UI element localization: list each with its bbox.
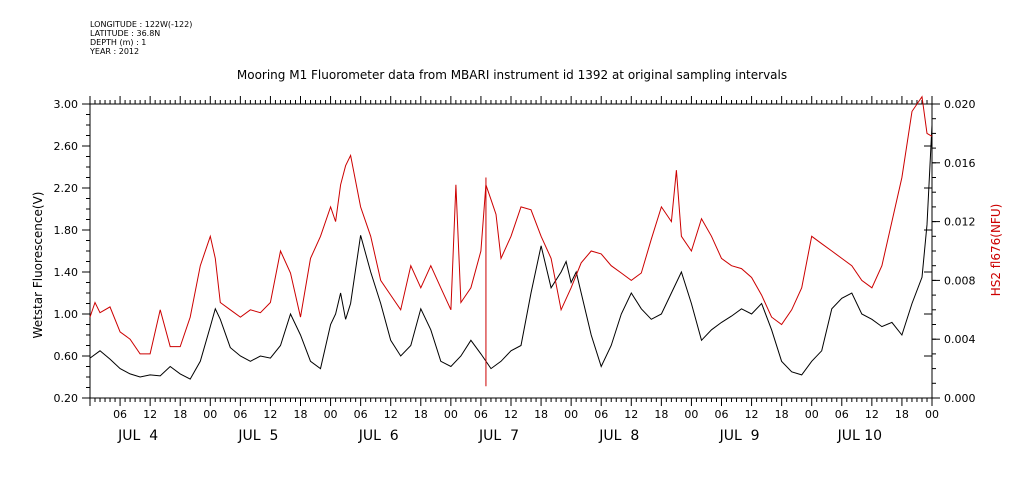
y-tick-label: 1.80 <box>54 224 79 237</box>
y2-axis-label: HS2 fl676(NFU) <box>989 204 1003 297</box>
y2-tick-label: 0.008 <box>944 274 976 287</box>
latitude-label: LATITUDE : 36.8N <box>90 29 161 38</box>
x-tick-label: 18 <box>654 408 668 421</box>
x-day-label: JUL 7 <box>478 428 519 444</box>
y2-tick-label: 0.020 <box>944 98 976 111</box>
x-tick-label: 18 <box>775 408 789 421</box>
x-tick-label: 06 <box>835 408 849 421</box>
x-tick-label: 06 <box>113 408 127 421</box>
x-day-label: JUL 4 <box>117 428 158 444</box>
x-tick-label: 00 <box>925 408 939 421</box>
x-tick-label: 18 <box>895 408 909 421</box>
chart-title: Mooring M1 Fluorometer data from MBARI i… <box>237 68 787 82</box>
x-day-label: JUL 9 <box>719 428 760 444</box>
x-tick-label: 18 <box>534 408 548 421</box>
y-tick-label: 0.20 <box>54 392 79 405</box>
y-tick-label: 2.60 <box>54 140 79 153</box>
x-tick-label: 18 <box>414 408 428 421</box>
x-tick-label: 06 <box>354 408 368 421</box>
x-day-label: JUL 6 <box>358 428 399 444</box>
y-axis-label: Wetstar Fluorescence(V) <box>31 192 45 339</box>
metadata-block: LONGITUDE : 122W(-122) LATITUDE : 36.8N … <box>90 20 192 56</box>
x-day-label: JUL 10 <box>837 428 882 444</box>
y2-tick-label: 0.012 <box>944 216 976 229</box>
y-tick-label: 3.00 <box>54 98 79 111</box>
y-tick-label: 1.40 <box>54 266 79 279</box>
x-tick-label: 06 <box>474 408 488 421</box>
y-tick-label: 0.60 <box>54 350 79 363</box>
x-tick-label: 06 <box>233 408 247 421</box>
x-tick-label: 12 <box>865 408 879 421</box>
y2-tick-label: 0.016 <box>944 157 976 170</box>
x-tick-label: 00 <box>684 408 698 421</box>
depth-label: DEPTH (m) : 1 <box>90 38 147 47</box>
series-wetstar-line <box>89 124 933 380</box>
x-tick-label: 18 <box>173 408 187 421</box>
x-tick-label: 06 <box>594 408 608 421</box>
x-tick-label: 12 <box>504 408 518 421</box>
y2-tick-label: 0.000 <box>944 392 976 405</box>
x-day-label: JUL 5 <box>237 428 278 444</box>
x-tick-label: 00 <box>324 408 338 421</box>
y-tick-label: 1.00 <box>54 308 79 321</box>
y-tick-label: 2.20 <box>54 182 79 195</box>
y2-tick-label: 0.004 <box>944 333 976 346</box>
x-tick-label: 00 <box>564 408 578 421</box>
year-label: YEAR : 2012 <box>90 47 140 56</box>
series-hs2-line <box>89 95 933 355</box>
x-tick-label: 00 <box>805 408 819 421</box>
x-tick-label: 12 <box>263 408 277 421</box>
x-tick-label: 12 <box>143 408 157 421</box>
longitude-label: LONGITUDE : 122W(-122) <box>90 20 193 29</box>
x-tick-label: 12 <box>624 408 638 421</box>
plot-frame <box>89 103 933 399</box>
x-tick-label: 06 <box>715 408 729 421</box>
x-tick-label: 18 <box>294 408 308 421</box>
x-tick-label: 00 <box>203 408 217 421</box>
x-tick-label: 12 <box>745 408 759 421</box>
x-day-label: JUL 8 <box>598 428 639 444</box>
x-tick-label: 00 <box>444 408 458 421</box>
x-tick-label: 12 <box>384 408 398 421</box>
